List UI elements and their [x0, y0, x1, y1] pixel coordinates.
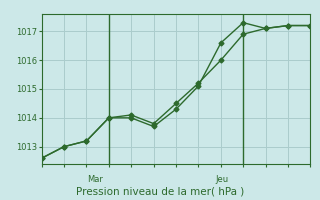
Text: Mar: Mar: [87, 175, 103, 184]
Text: Jeu: Jeu: [215, 175, 228, 184]
Text: Pression niveau de la mer( hPa ): Pression niveau de la mer( hPa ): [76, 186, 244, 196]
